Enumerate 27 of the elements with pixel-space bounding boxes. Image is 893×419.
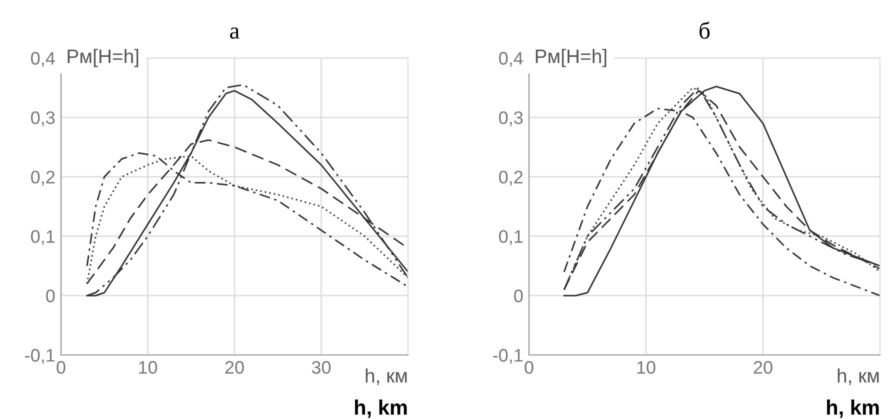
x-tick-label: 20 bbox=[225, 361, 244, 374]
y-tick-label: 0,3 bbox=[31, 111, 55, 126]
text: h, km bbox=[355, 400, 407, 418]
y-tick-label: 0,3 bbox=[499, 111, 523, 126]
y-tick-label: 0,2 bbox=[499, 170, 523, 186]
x-tick-label: 0 bbox=[524, 361, 534, 374]
y-axis-title: Pм[H=h] bbox=[536, 48, 606, 68]
x-tick-label: 30 bbox=[312, 361, 331, 374]
y-tick-label: 0 bbox=[514, 290, 523, 302]
x-tick-label: 10 bbox=[637, 361, 656, 374]
x-tick-label: 20 bbox=[754, 361, 772, 374]
x-axis-title: h, км bbox=[366, 368, 407, 385]
y-tick-label: 0,2 bbox=[31, 170, 55, 186]
y-tick-label: 0,1 bbox=[499, 230, 523, 246]
y-tick-label: -0,1 bbox=[493, 348, 523, 364]
text: h, km bbox=[827, 400, 879, 418]
x-tick-label: 10 bbox=[139, 361, 158, 374]
x-axis-title: h, км bbox=[838, 368, 879, 385]
y-tick-label: -0,1 bbox=[25, 348, 55, 364]
y-tick-label: 0,1 bbox=[31, 230, 55, 246]
x-tick-label: 0 bbox=[56, 361, 66, 374]
y-tick-label: 0,4 bbox=[499, 52, 523, 67]
y-tick-label: 0 bbox=[46, 290, 55, 302]
chart-title: б bbox=[700, 22, 710, 39]
y-tick-label: 0,4 bbox=[31, 52, 55, 67]
y-axis-title: Pм[H=h] bbox=[68, 48, 138, 68]
chart-title: а bbox=[230, 27, 240, 39]
